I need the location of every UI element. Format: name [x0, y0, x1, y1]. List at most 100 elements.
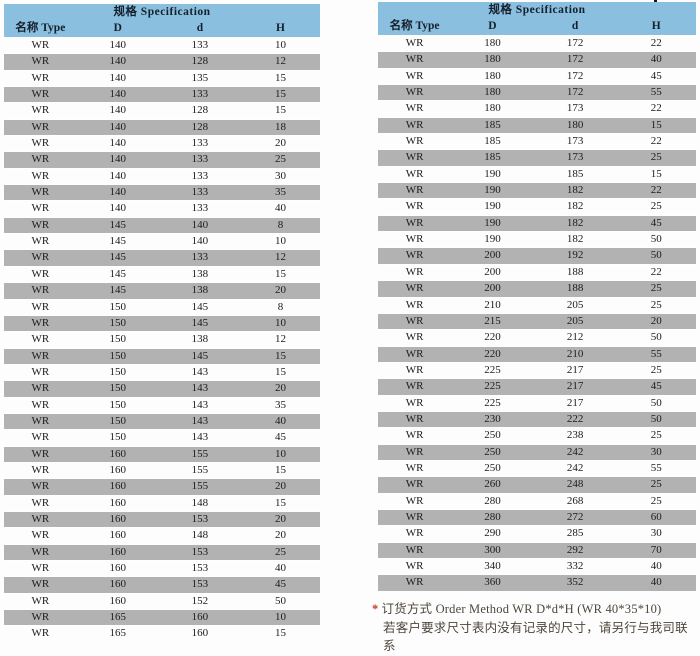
- column-header-H: H: [651, 20, 661, 32]
- table-header: 规格 Specification 名称 Type D d H: [378, 2, 696, 35]
- table-row: WR 150 143 45: [4, 429, 320, 445]
- cell-d: 205: [566, 298, 584, 311]
- cell-D: 225: [484, 380, 501, 393]
- cell-d: 188: [566, 282, 584, 295]
- cell-type: WR: [405, 69, 424, 82]
- cell-H: 35: [274, 186, 286, 199]
- cell-type: WR: [31, 447, 50, 460]
- table-row: WR 160 155 20: [4, 478, 320, 495]
- table-row: WR 180 172 40: [378, 51, 696, 68]
- cell-H: 35: [274, 398, 286, 411]
- cell-H: 45: [650, 69, 662, 82]
- cell-H: 45: [650, 216, 662, 229]
- cell-D: 165: [109, 611, 127, 624]
- table-row: WR 140 128 18: [4, 118, 320, 136]
- cell-D: 300: [484, 543, 501, 556]
- cell-H: 25: [650, 429, 662, 442]
- table-row: WR 165 160 15: [4, 625, 320, 641]
- cell-D: 150: [109, 349, 127, 362]
- cell-D: 200: [484, 265, 501, 278]
- cell-type: WR: [31, 71, 50, 84]
- table-row: WR 160 148 15: [4, 494, 320, 511]
- cell-D: 260: [484, 478, 501, 491]
- cell-d: 248: [566, 478, 584, 491]
- cell-H: 10: [274, 611, 286, 624]
- cell-H: 40: [274, 562, 286, 574]
- table-row: WR 180 172 55: [378, 84, 696, 101]
- cell-H: 25: [650, 200, 662, 213]
- table-row: WR 145 133 12: [4, 249, 320, 266]
- cell-type: WR: [31, 39, 50, 51]
- cell-H: 25: [650, 282, 662, 295]
- table-body: WR 140 133 10 WR 140 128 12 WR 140 135 1: [4, 37, 320, 642]
- cell-d: 140: [191, 218, 209, 231]
- cell-type: WR: [405, 118, 424, 131]
- cell-type: WR: [31, 88, 50, 101]
- cell-H: 30: [274, 169, 286, 182]
- cell-D: 150: [109, 365, 127, 378]
- cell-d: 140: [191, 235, 209, 248]
- cell-d: 145: [191, 300, 209, 313]
- cell-D: 190: [484, 200, 501, 213]
- cell-d: 352: [566, 576, 584, 589]
- table-row: WR 140 133 35: [4, 184, 320, 201]
- cell-H: 30: [650, 527, 662, 540]
- cell-type: WR: [31, 529, 50, 542]
- cell-D: 140: [109, 88, 127, 101]
- table-row: WR 160 153 20: [4, 510, 320, 528]
- cell-d: 285: [566, 527, 584, 540]
- cell-d: 185: [566, 167, 584, 180]
- table-row: WR 210 205 25: [378, 296, 696, 313]
- table-row: WR 160 155 15: [4, 461, 320, 478]
- cell-type: WR: [31, 316, 50, 329]
- cell-D: 280: [484, 494, 501, 507]
- table-row: WR 150 143 15: [4, 363, 320, 380]
- table-row: WR 140 133 40: [4, 200, 320, 216]
- cell-d: 153: [191, 545, 209, 558]
- table-row: WR 160 152 50: [4, 592, 320, 609]
- cell-D: 150: [109, 316, 127, 329]
- cell-D: 200: [484, 249, 501, 262]
- cell-type: WR: [31, 153, 50, 166]
- cell-D: 340: [484, 560, 501, 572]
- cell-H: 22: [650, 265, 662, 278]
- cell-d: 182: [566, 233, 584, 246]
- cell-H: 8: [277, 218, 284, 231]
- cell-d: 192: [566, 249, 584, 262]
- cell-d: 133: [191, 202, 209, 215]
- cell-H: 30: [650, 445, 662, 458]
- cell-D: 180: [484, 86, 501, 99]
- column-header-type: 名称 Type: [15, 22, 66, 34]
- cell-D: 140: [109, 55, 127, 68]
- cell-d: 138: [191, 333, 209, 346]
- cell-D: 185: [484, 151, 501, 164]
- cell-type: WR: [31, 137, 50, 150]
- cell-D: 215: [484, 314, 501, 327]
- cell-H: 22: [650, 135, 662, 148]
- asterisk-marker: *: [372, 602, 379, 616]
- cell-d: 155: [191, 447, 209, 460]
- column-header-type: 名称 Type: [389, 20, 440, 32]
- cell-type: WR: [31, 594, 50, 607]
- table-row: WR 260 248 25: [378, 476, 696, 493]
- cell-D: 180: [484, 37, 501, 49]
- cell-H: 70: [650, 543, 662, 556]
- cell-H: 8: [277, 300, 284, 313]
- cell-d: 153: [191, 562, 209, 574]
- cell-D: 145: [109, 218, 127, 231]
- cell-H: 40: [650, 53, 662, 66]
- cell-d: 172: [566, 86, 584, 99]
- cell-type: WR: [405, 331, 424, 344]
- cell-d: 152: [191, 594, 209, 607]
- cell-type: WR: [31, 284, 50, 297]
- cell-D: 180: [484, 69, 501, 82]
- cell-H: 12: [274, 251, 286, 264]
- cell-D: 160: [109, 447, 127, 460]
- cell-type: WR: [31, 382, 50, 395]
- cell-D: 160: [109, 578, 127, 591]
- cell-D: 140: [109, 137, 127, 150]
- cell-D: 185: [484, 135, 501, 148]
- cell-d: 205: [566, 314, 584, 327]
- cell-D: 360: [484, 576, 501, 589]
- table-row: WR 150 145 8: [4, 298, 320, 315]
